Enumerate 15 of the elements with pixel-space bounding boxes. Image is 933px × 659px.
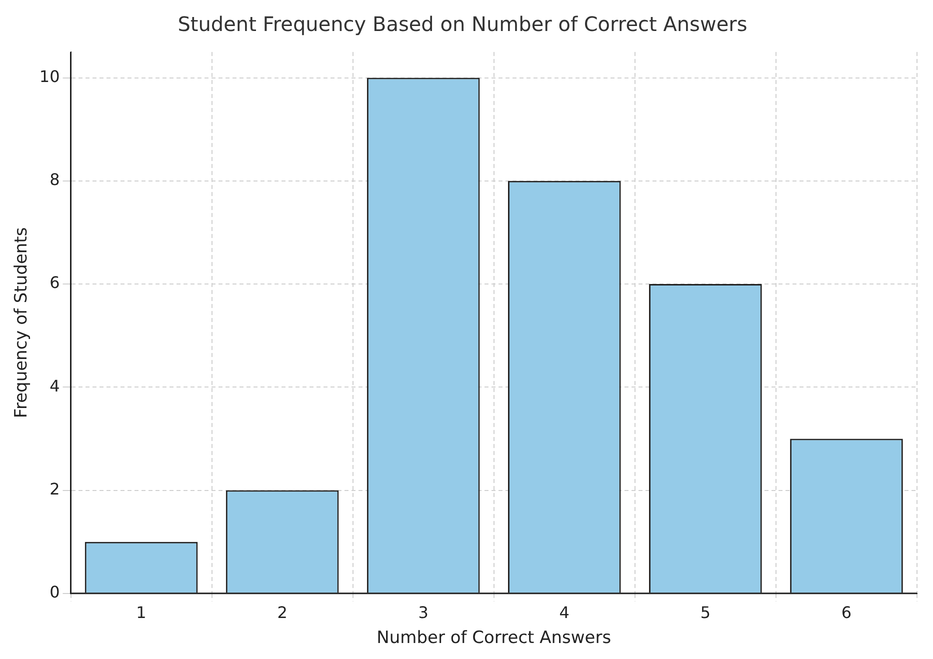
- y-tick-label: 8: [50, 170, 60, 190]
- x-tick-label: 4: [559, 603, 570, 622]
- x-tick-label: 3: [418, 603, 428, 622]
- y-axis-title: Frequency of Students: [12, 227, 32, 418]
- x-axis-title: Number of Correct Answers: [376, 628, 612, 648]
- x-tick-label: 6: [841, 603, 852, 622]
- y-tick-label: 6: [50, 273, 60, 292]
- x-tick-label: 2: [277, 603, 288, 622]
- y-tick-label: 2: [50, 479, 60, 498]
- y-tick-label: 0: [50, 582, 60, 602]
- y-tick-label: 10: [39, 66, 60, 86]
- y-tick-label: 4: [50, 376, 60, 396]
- x-tick-label: 5: [700, 603, 711, 622]
- chart-title: Student Frequency Based on Number of Correct Answers: [178, 12, 748, 36]
- x-tick-label: 1: [136, 603, 146, 622]
